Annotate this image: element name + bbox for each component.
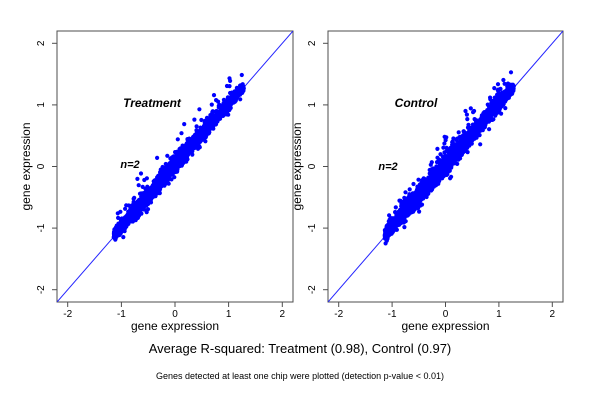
control-y-tick-label: -2 [307,285,318,294]
control-x-tick-marks [338,302,553,307]
panel-treatment: -2 -1 0 1 2 2 1 0 -1 -2 gene expression … [19,30,294,333]
treatment-y-tick-label: 2 [36,40,47,46]
treatment-plot-area [57,31,293,302]
control-y-tick-label: 0 [307,163,318,169]
treatment-x-tick-label: -2 [63,309,72,320]
treatment-y-tick-label: -2 [36,285,47,294]
control-x-tick-label: 2 [550,309,556,320]
treatment-n-label: n=2 [120,159,139,171]
treatment-y-axis-title: gene expression [19,122,33,210]
scatter-plot-svg: -2 -1 0 1 2 2 1 0 -1 -2 gene expression … [19,30,564,333]
control-plot-area [328,31,563,302]
treatment-y-tick-label: -1 [36,223,47,232]
control-scatter-points [382,70,516,246]
treatment-y-tick-label: 0 [36,163,47,169]
treatment-x-tick-label: 0 [172,309,178,320]
detection-note-caption: Genes detected at least one chip were pl… [156,371,444,381]
control-x-tick-label: 1 [496,309,502,320]
control-y-tick-label: -1 [307,223,318,232]
treatment-x-tick-label: 1 [226,309,232,320]
treatment-y-tick-marks [52,42,57,291]
treatment-scatter-points [111,72,246,242]
control-n-label: n=2 [378,161,397,173]
control-y-axis-title: gene expression [290,122,304,210]
r-squared-caption: Average R-squared: Treatment (0.98), Con… [148,341,452,356]
control-x-tick-label: -1 [388,309,397,320]
treatment-x-tick-marks [67,302,283,307]
treatment-y-tick-label: 1 [36,102,47,108]
control-y-tick-marks [323,42,328,291]
treatment-x-axis-title: gene expression [131,319,219,333]
treatment-panel-label: Treatment [123,96,182,110]
control-panel-label: Control [395,96,438,110]
treatment-x-tick-label: 2 [280,309,286,320]
control-x-tick-label: 0 [443,309,449,320]
control-y-tick-label: 2 [307,40,318,46]
control-x-tick-label: -2 [334,309,343,320]
panel-control: -2 -1 0 1 2 2 1 0 -1 -2 gene expression … [290,30,564,333]
treatment-x-tick-label: -1 [117,309,126,320]
control-x-axis-title: gene expression [401,319,489,333]
control-y-tick-label: 1 [307,102,318,108]
